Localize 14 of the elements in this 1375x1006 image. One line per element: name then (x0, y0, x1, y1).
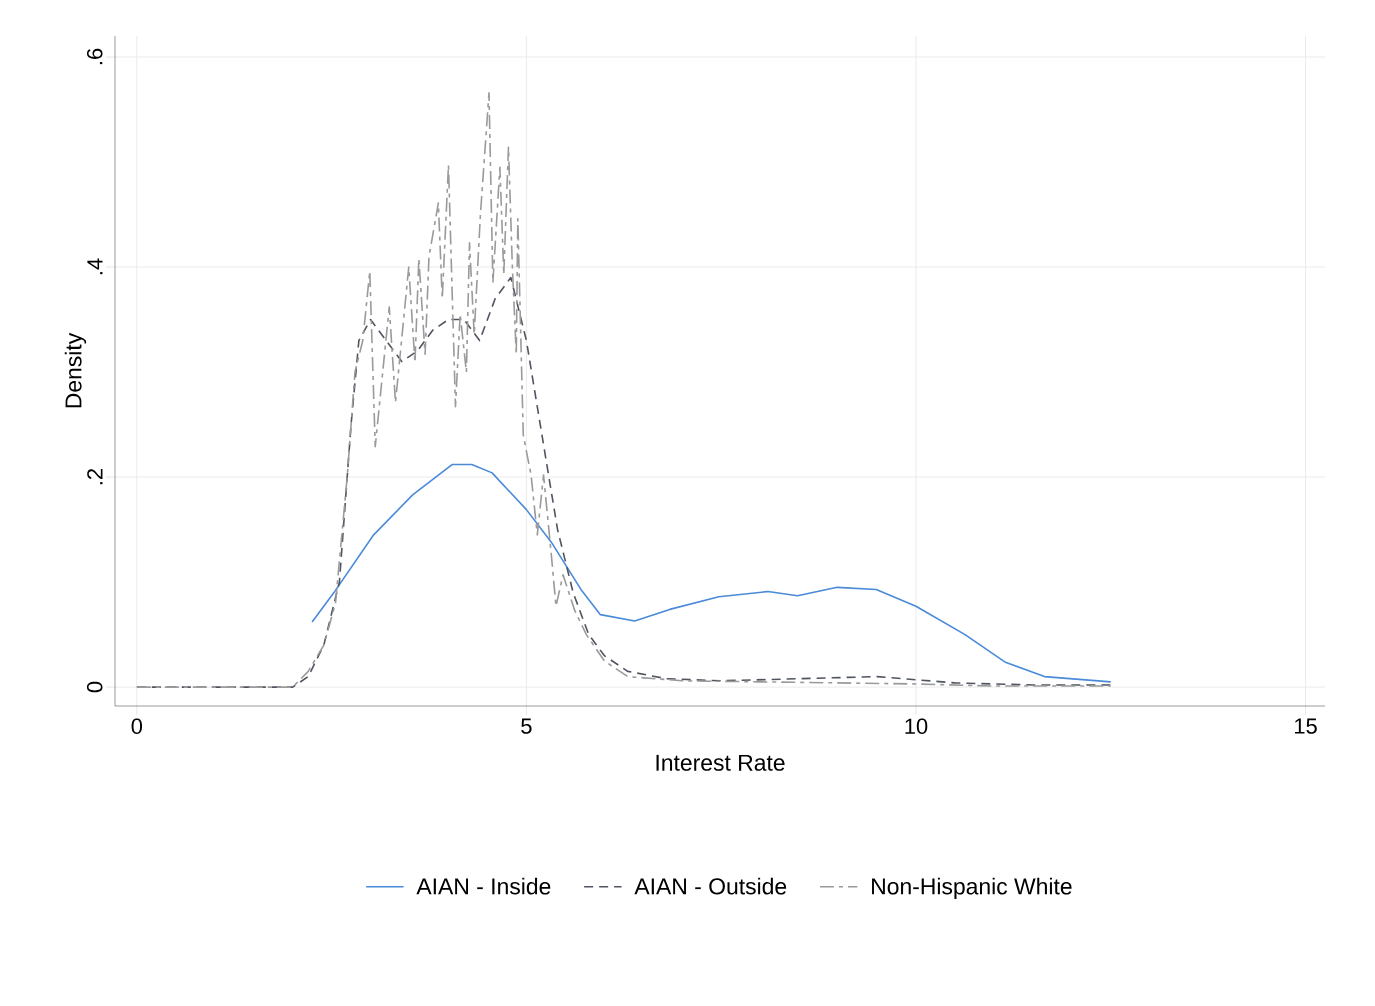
legend-label: Non-Hispanic White (872, 877, 1072, 900)
y-axis-title: Density (64, 332, 87, 408)
y-tick-label: .4 (87, 258, 103, 275)
legend-label: AIAN - Outside (634, 877, 787, 895)
x-axis-title: Interest Rate (656, 754, 785, 771)
x-tick-label: 5 (521, 718, 532, 734)
y-tick-label: .6 (86, 48, 103, 65)
legend-label: AIAN - Inside (416, 877, 551, 895)
x-tick-label: 15 (1295, 718, 1317, 734)
y-tick-label: .2 (87, 469, 103, 485)
x-tick-label: 10 (905, 718, 928, 735)
x-tick-label: 0 (131, 718, 143, 735)
line-series (311, 463, 1112, 683)
y-tick-label: 0 (86, 681, 103, 693)
